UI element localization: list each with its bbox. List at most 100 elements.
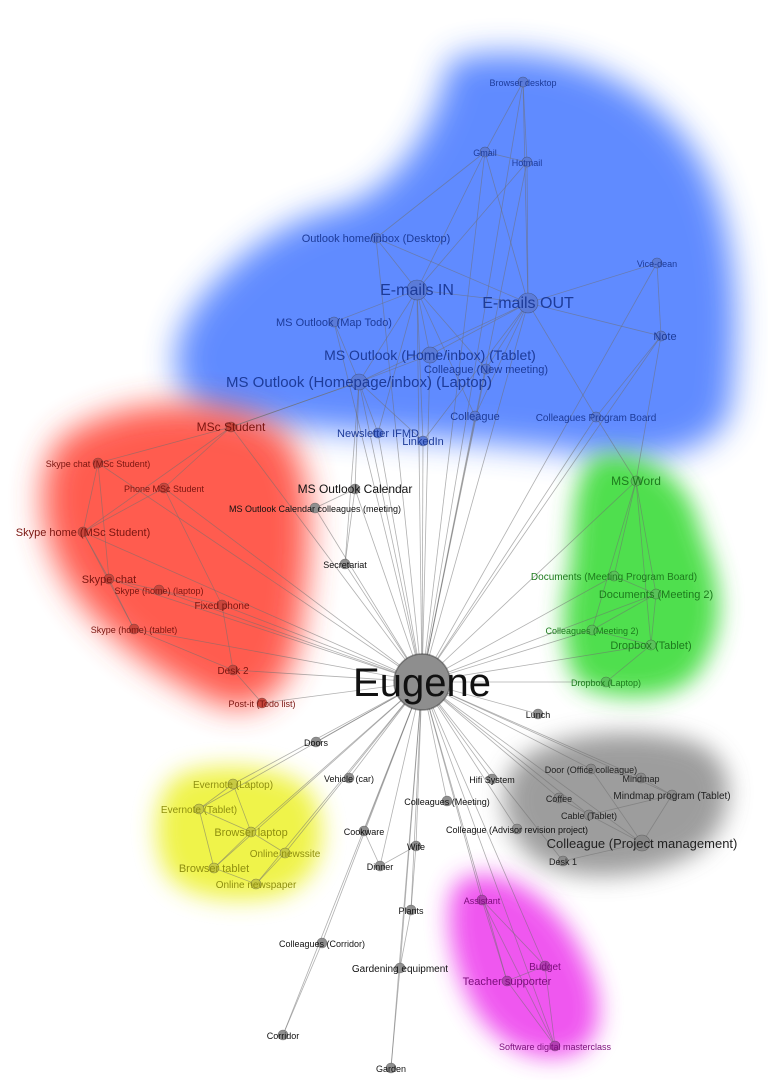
node-mindmap-program[interactable] xyxy=(666,789,678,801)
node-lunch[interactable] xyxy=(532,708,544,720)
edge-center-colleagues_program_board xyxy=(421,416,597,683)
label-browser-tablet: Browser tablet xyxy=(179,863,249,875)
node-dinner[interactable] xyxy=(374,860,386,872)
edge-center-skype_home_laptop xyxy=(158,589,423,683)
node-plants[interactable] xyxy=(405,904,417,916)
edge-skype_chat-skype_home_laptop xyxy=(108,578,160,591)
node-colleague-new-meeting[interactable] xyxy=(480,363,492,375)
node-ms-outlook-map[interactable] xyxy=(328,316,340,328)
node-garden[interactable] xyxy=(385,1062,397,1074)
node-cookware[interactable] xyxy=(358,825,370,837)
node-skype-home-msc[interactable] xyxy=(77,526,89,538)
edge-colleague_project-desk1 xyxy=(562,842,643,862)
node-newsletter[interactable] xyxy=(372,427,384,439)
edge-docs_meeting_board-docs_meeting2 xyxy=(613,575,657,595)
node-secretariat[interactable] xyxy=(339,558,351,570)
node-outlook-desktop[interactable] xyxy=(370,232,382,244)
node-ms-outlook-cal-coll[interactable] xyxy=(309,502,321,514)
node-linkedin[interactable] xyxy=(417,435,429,447)
node-colleagues-corridor[interactable] xyxy=(316,937,328,949)
label-teacher-supporter: Teacher supporter xyxy=(463,976,552,988)
edge-browser_laptop-online_newssite xyxy=(250,831,286,854)
node-phone-msc[interactable] xyxy=(158,482,170,494)
node-door-office[interactable] xyxy=(585,763,597,775)
edge-evernote_laptop-browser_laptop xyxy=(232,783,252,833)
node-cable-tablet[interactable] xyxy=(583,809,595,821)
node-corridor[interactable] xyxy=(277,1029,289,1041)
node-docs-meeting-board[interactable] xyxy=(608,570,620,582)
edge-ms_word-colleagues_meeting2 xyxy=(591,480,637,631)
node-msc-student[interactable] xyxy=(225,421,237,433)
node-skype-chat-msc[interactable] xyxy=(92,457,104,469)
node-vice-dean[interactable] xyxy=(651,257,663,269)
node-skype-home-tablet[interactable] xyxy=(128,623,140,635)
node-teacher-supporter[interactable] xyxy=(501,975,513,987)
node-skype-chat[interactable] xyxy=(103,573,115,585)
node-desk1[interactable] xyxy=(557,855,569,867)
edge-emails_in-newsletter xyxy=(377,289,418,434)
node-evernote-laptop[interactable] xyxy=(227,778,239,790)
edge-colleagues_corridor-corridor xyxy=(282,942,323,1036)
label-skype-home-tablet: Skype (home) (tablet) xyxy=(91,625,178,635)
node-ms-outlook-tablet[interactable] xyxy=(421,346,439,364)
node-software-masterclass[interactable] xyxy=(549,1040,561,1052)
node-colleague-project[interactable] xyxy=(633,834,651,852)
node-ms-outlook-laptop[interactable] xyxy=(350,373,368,391)
node-hotmail[interactable] xyxy=(521,156,533,168)
edge-docs_meeting2-dropbox_tablet xyxy=(650,593,657,646)
edge-center-ms_outlook_calendar xyxy=(354,488,423,683)
node-emails-out[interactable] xyxy=(517,292,539,314)
node-online-newssite[interactable] xyxy=(279,847,291,859)
node-dropbox-tablet[interactable] xyxy=(645,639,657,651)
node-budget[interactable] xyxy=(539,960,551,972)
node-note[interactable] xyxy=(655,330,667,342)
node-colleagues-meeting[interactable] xyxy=(441,795,453,807)
node-gardening[interactable] xyxy=(394,962,406,974)
edge-center-software_masterclass xyxy=(421,681,556,1047)
node-colleague[interactable] xyxy=(469,410,481,422)
edge-outlook_desktop-gmail xyxy=(375,151,486,239)
node-ms-word[interactable] xyxy=(630,475,642,487)
edge-emails_out-ms_outlook_laptop xyxy=(358,302,529,383)
node-wife[interactable] xyxy=(410,840,422,852)
edge-vice_dean-emails_out xyxy=(527,262,658,304)
label-evernote-tablet: Evernote (Tablet) xyxy=(161,805,237,816)
edge-center-plants xyxy=(410,681,423,911)
node-dropbox-laptop[interactable] xyxy=(600,676,612,688)
edge-gmail-emails_in xyxy=(416,151,486,291)
node-hifi[interactable] xyxy=(486,773,498,785)
node-browser-tablet[interactable] xyxy=(208,862,220,874)
label-ms-outlook-cal-coll: MS Outlook Calendar colleagues (meeting) xyxy=(229,504,401,514)
node-colleague-advisor[interactable] xyxy=(511,823,523,835)
label-colleague: Colleague xyxy=(450,411,500,423)
labels: Eugene Browser desktop Gmail Hotmail Outlook… xyxy=(16,78,738,1074)
edge-center-msc_student xyxy=(230,426,423,683)
node-evernote-tablet[interactable] xyxy=(193,803,205,815)
edge-assistant-software_masterclass xyxy=(481,899,556,1047)
node-emails-in[interactable] xyxy=(406,279,428,301)
node-assistant[interactable] xyxy=(476,894,488,906)
node-desk2[interactable] xyxy=(227,664,239,676)
node-mindmap[interactable] xyxy=(635,772,647,784)
node-ms-outlook-calendar[interactable] xyxy=(349,483,361,495)
label-secretariat: Secretariat xyxy=(323,560,367,570)
node-coffee[interactable] xyxy=(553,792,565,804)
node-vehicle[interactable] xyxy=(343,772,355,784)
edge-emails_in-colleague xyxy=(416,289,476,417)
node-colleagues-program-board[interactable] xyxy=(590,411,602,423)
node-eugene[interactable] xyxy=(393,653,451,711)
node-postit[interactable] xyxy=(256,697,268,709)
node-colleagues-meeting2[interactable] xyxy=(586,624,598,636)
node-browser-desktop[interactable] xyxy=(517,76,529,88)
node-online-newspaper[interactable] xyxy=(250,878,262,890)
edge-center-fixed_phone xyxy=(221,604,423,683)
cluster-hull-magenta xyxy=(449,874,599,1058)
node-gmail[interactable] xyxy=(479,146,491,158)
edge-center-skype_home_msc xyxy=(82,531,423,683)
node-skype-home-laptop[interactable] xyxy=(153,584,165,596)
edge-emails_in-ms_outlook_map xyxy=(333,289,418,323)
node-fixed-phone[interactable] xyxy=(216,599,228,611)
node-docs-meeting2[interactable] xyxy=(650,588,662,600)
node-browser-laptop[interactable] xyxy=(245,826,257,838)
node-doors[interactable] xyxy=(310,736,322,748)
